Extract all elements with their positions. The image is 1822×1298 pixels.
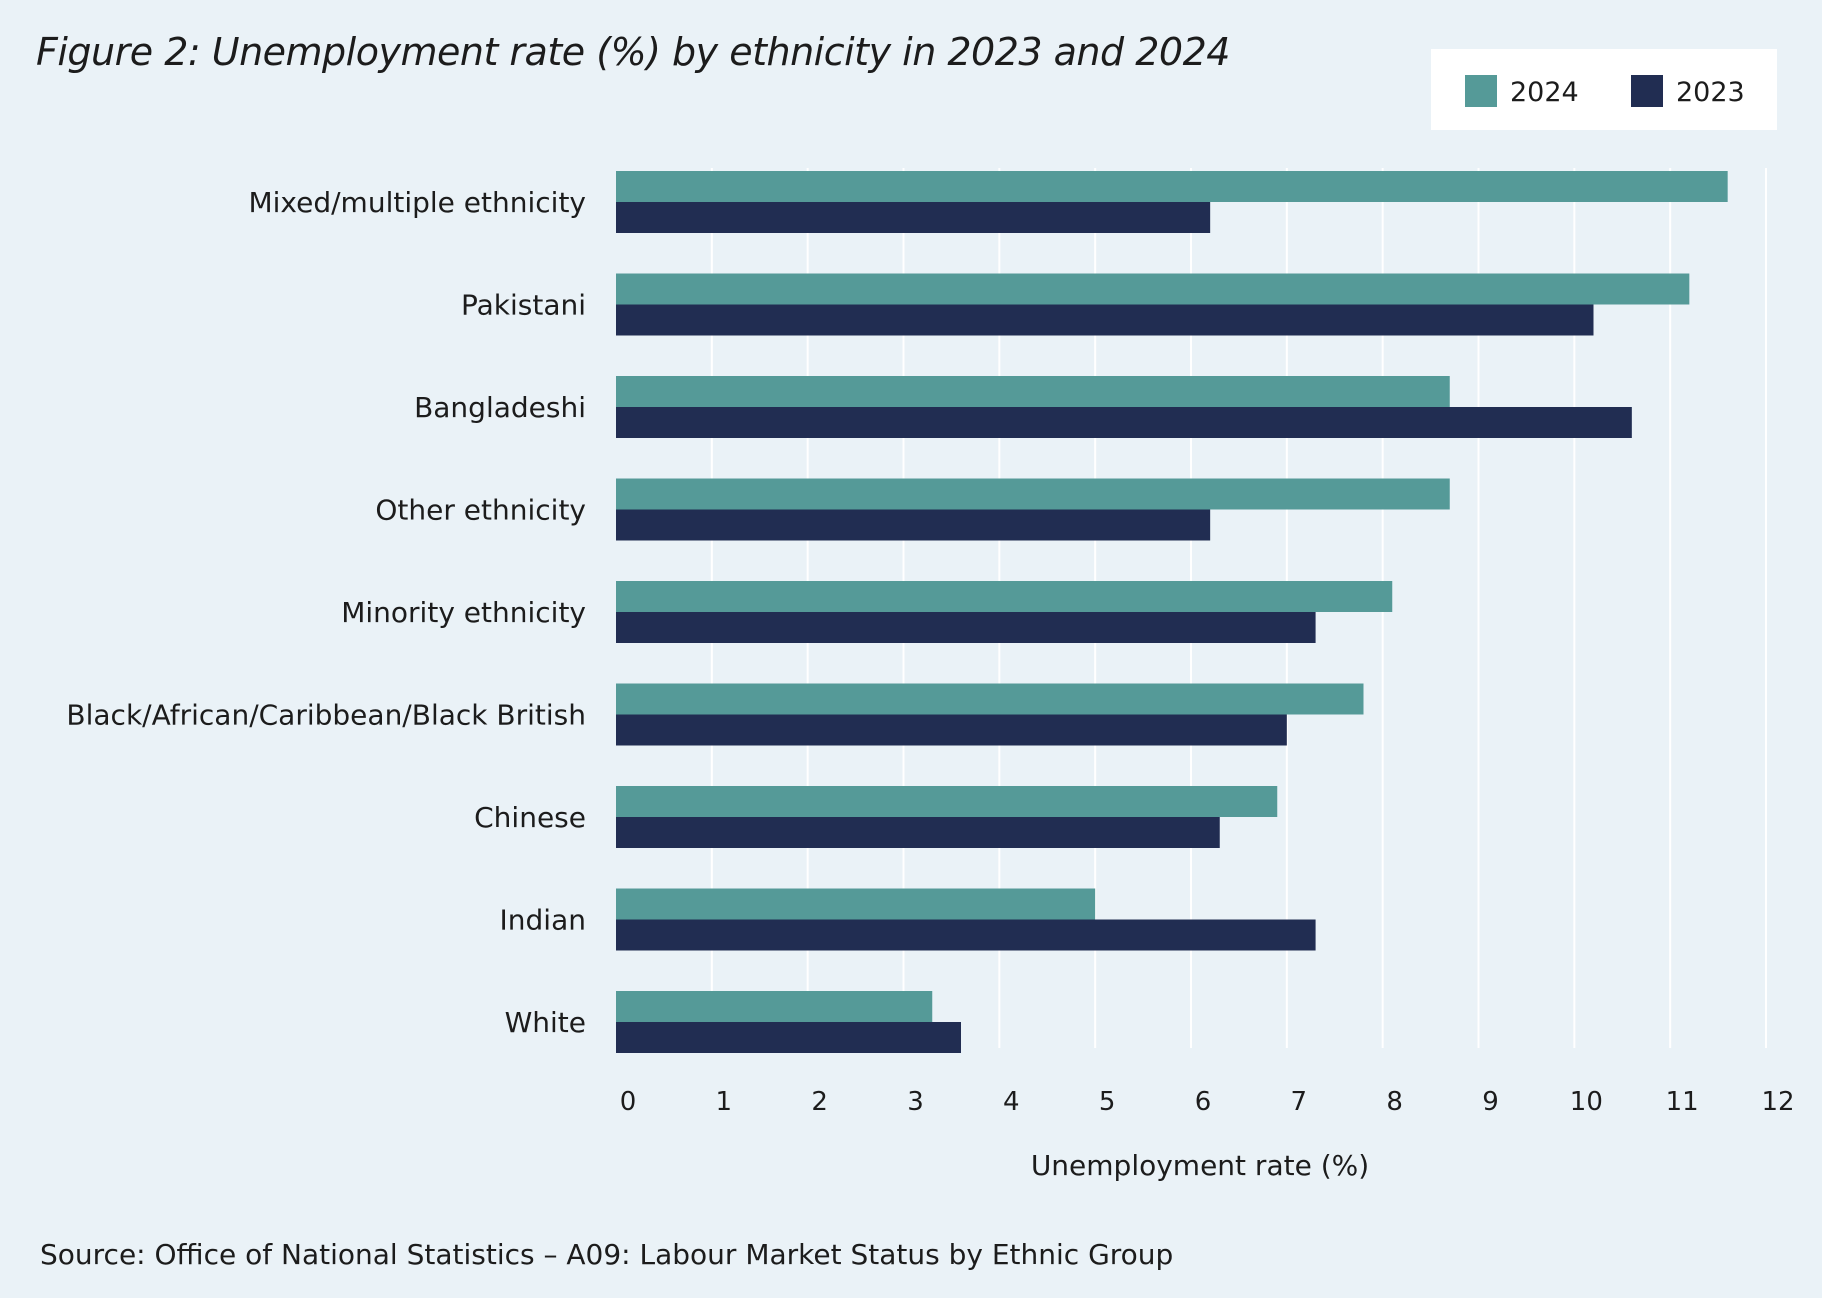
category-label-chinese: Chinese [474,801,586,834]
bar-2024-indian [616,888,1096,920]
x-tick-label-11: 11 [1666,1087,1699,1117]
bar-2024-black-african-caribbean-black-british [616,683,1364,715]
legend-swatch-2024 [1465,75,1497,107]
bar-2023-black-african-caribbean-black-british [616,714,1287,746]
x-tick-label-2: 2 [811,1087,828,1117]
bar-2023-bangladeshi [616,407,1632,438]
chart-legend: 2024 2023 [1431,49,1777,130]
bar-2023-chinese [616,817,1220,848]
bar-2023-pakistani [616,304,1594,336]
bar-2023-minority-ethnicity [616,612,1316,643]
x-tick-label-9: 9 [1482,1087,1499,1117]
category-label-indian: Indian [500,904,586,937]
legend-swatch-2023 [1631,75,1663,107]
x-tick-label-7: 7 [1291,1087,1308,1117]
bar-2023-mixed-multiple-ethnicity [616,202,1211,233]
x-tick-label-6: 6 [1195,1087,1212,1117]
x-tick-label-4: 4 [1003,1087,1020,1117]
x-tick-label-8: 8 [1386,1087,1403,1117]
bar-2023-indian [616,919,1316,951]
bar-2024-minority-ethnicity [616,581,1393,612]
bar-2024-other-ethnicity [616,478,1450,510]
bar-2024-bangladeshi [616,376,1450,407]
source-note: Source: Office of National Statistics – … [40,1238,1174,1271]
bar-2023-other-ethnicity [616,509,1211,541]
category-label-pakistani: Pakistani [461,289,586,322]
chart-title: Figure 2: Unemployment rate (%) by ethni… [36,30,1230,74]
bar-2024-white [616,991,933,1022]
category-label-mixed-multiple-ethnicity: Mixed/multiple ethnicity [248,186,586,219]
x-axis-title: Unemployment rate (%) [1031,1149,1369,1182]
bar-2023-white [616,1022,961,1053]
x-tick-label-1: 1 [716,1087,733,1117]
x-tick-label-10: 10 [1570,1087,1603,1117]
legend-label-2024: 2024 [1510,77,1579,108]
x-tick-label-5: 5 [1099,1087,1116,1117]
category-label-bangladeshi: Bangladeshi [414,391,586,424]
bar-2024-mixed-multiple-ethnicity [616,171,1728,202]
bar-2024-chinese [616,786,1278,817]
x-tick-label-0: 0 [620,1087,637,1117]
category-label-other-ethnicity: Other ethnicity [375,494,586,527]
bar-2024-pakistani [616,273,1690,305]
bars [616,171,1728,1053]
category-label-minority-ethnicity: Minority ethnicity [341,596,586,629]
category-label-white: White [505,1006,586,1039]
category-label-black-african-caribbean-black-british: Black/African/Caribbean/Black British [66,699,586,732]
category-labels: Mixed/multiple ethnicity Pakistani Banglad… [66,186,586,1039]
legend-label-2023: 2023 [1676,77,1745,108]
x-tick-labels: 0 1 2 3 4 5 6 7 8 9 10 11 12 [620,1087,1795,1117]
x-tick-label-3: 3 [907,1087,924,1117]
x-tick-label-12: 12 [1761,1087,1794,1117]
